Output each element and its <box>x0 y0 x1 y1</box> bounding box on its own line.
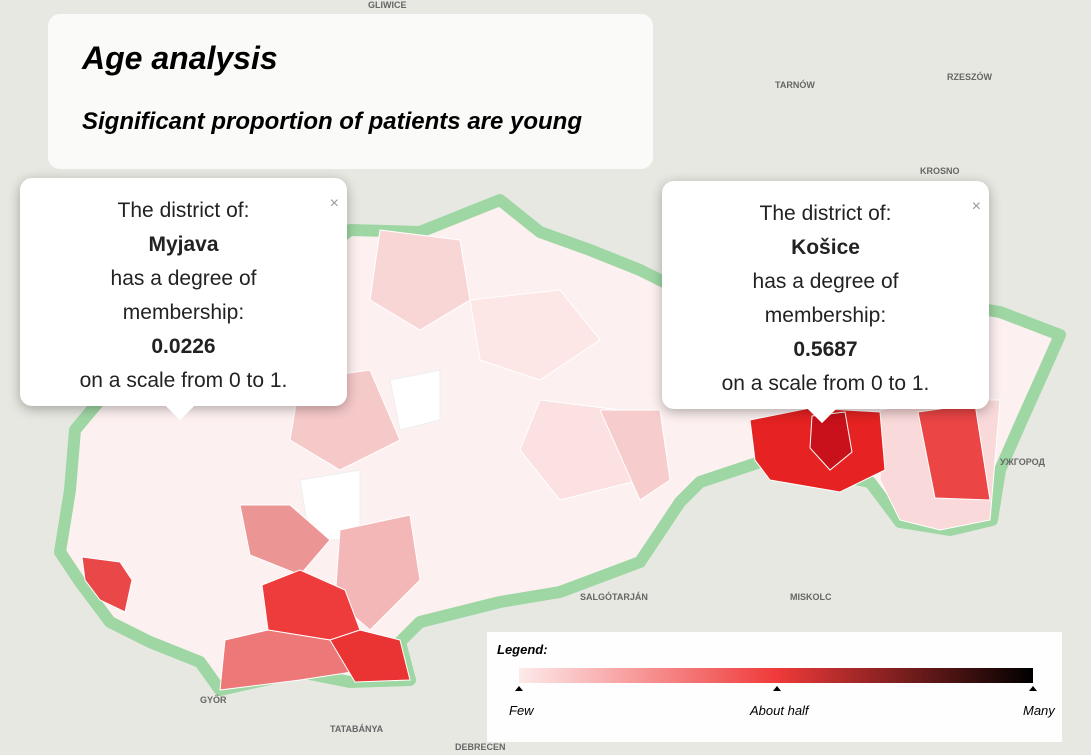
map-label: KROSNO <box>920 166 960 176</box>
close-button[interactable]: × <box>329 195 339 212</box>
district: Myjava <box>20 228 347 262</box>
district-name: Košice <box>791 236 860 259</box>
district <box>389 369 441 431</box>
map-label: SALGÓTARJÁN <box>580 591 648 602</box>
popup: × The district of: Košice has a degree o… <box>662 181 989 424</box>
text: has a degree of <box>110 267 257 290</box>
district <box>239 504 331 576</box>
district <box>369 229 471 331</box>
district: Košice <box>662 231 989 265</box>
map-label: MISKOLC <box>790 592 832 602</box>
map-label: GLIWICE <box>368 0 407 10</box>
legend-label: Few <box>509 703 534 718</box>
close-button[interactable]: × <box>971 198 981 215</box>
map-label: УЖГОРОД <box>1000 457 1045 467</box>
legend-markers <box>515 686 1037 691</box>
legend-title: Legend: <box>497 642 548 657</box>
value-text: 0.0226 <box>151 335 216 358</box>
value-text: 0.5687 <box>793 338 858 361</box>
title: Age analysis <box>82 40 278 76</box>
district <box>81 556 133 613</box>
legend: Legend: Few About half Many <box>487 632 1062 742</box>
color-ramp <box>519 668 1033 683</box>
text: membership: <box>764 304 887 327</box>
subtitle: Significant proportion of patients are y… <box>82 108 583 135</box>
district <box>329 629 411 683</box>
value: 0.5687 <box>662 333 989 367</box>
text: on a scale from 0 to 1. <box>79 369 288 392</box>
marker <box>773 686 781 691</box>
legend-label: Many <box>1023 703 1055 718</box>
map-label: GYŐR <box>200 694 227 705</box>
text: The district of: <box>117 199 250 222</box>
text: on a scale from 0 to 1. <box>721 372 930 395</box>
popup-body: × The district of: Košice has a degree o… <box>662 197 989 401</box>
district <box>809 411 853 471</box>
text: membership: <box>122 301 245 324</box>
district <box>469 289 601 381</box>
map-label: RZESZÓW <box>947 71 993 82</box>
marker <box>515 686 523 691</box>
district-name: Myjava <box>148 233 219 256</box>
map-label: DEBRECEN <box>455 742 506 752</box>
text: The district of: <box>759 202 892 225</box>
popup-body: × The district of: Myjava has a degree o… <box>20 194 347 398</box>
district <box>599 409 671 501</box>
header: Age analysis Significant proportion of p… <box>48 14 653 169</box>
popup: × The district of: Myjava has a degree o… <box>20 178 347 421</box>
value: 0.0226 <box>20 330 347 364</box>
map-label: TATABÁNYA <box>330 724 384 734</box>
map-label: TARNÓW <box>775 79 815 90</box>
marker <box>1029 686 1037 691</box>
legend-label: About half <box>750 703 809 718</box>
text: has a degree of <box>752 270 899 293</box>
